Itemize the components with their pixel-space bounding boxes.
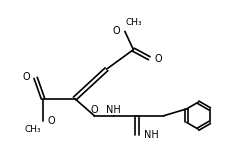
Text: O: O bbox=[47, 115, 55, 126]
Text: NH: NH bbox=[106, 105, 121, 115]
Text: O: O bbox=[90, 105, 98, 115]
Text: O: O bbox=[113, 26, 120, 36]
Text: O: O bbox=[155, 55, 162, 64]
Text: CH₃: CH₃ bbox=[24, 125, 41, 134]
Text: NH: NH bbox=[144, 130, 159, 140]
Text: O: O bbox=[23, 72, 30, 82]
Text: CH₃: CH₃ bbox=[126, 18, 142, 27]
